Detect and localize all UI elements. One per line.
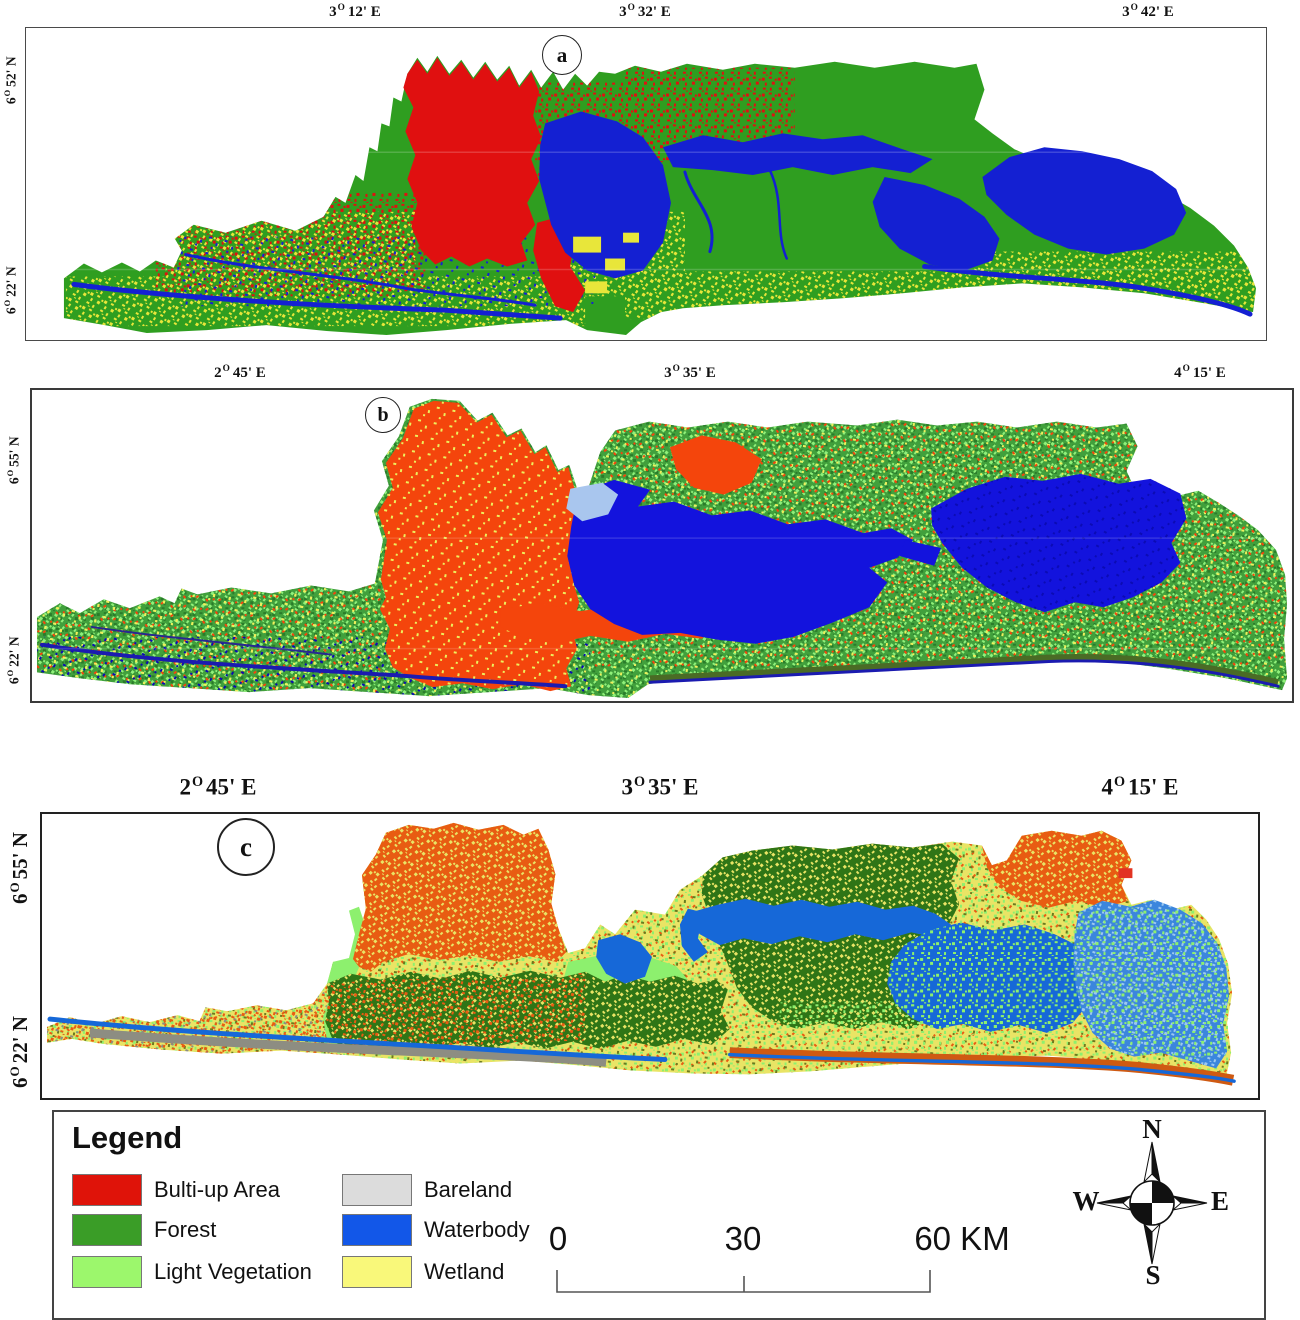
lat-label: 6O22' N bbox=[2, 266, 19, 315]
legend: Legend Bulti-up Area Forest Light Vegeta… bbox=[52, 1110, 1266, 1320]
map-panel-a: a bbox=[25, 27, 1267, 341]
lon-label: 3O 35' E bbox=[621, 774, 699, 800]
lon-label: 4O 15' E bbox=[1101, 774, 1179, 800]
legend-swatch-builtup bbox=[72, 1174, 142, 1206]
compass-rose-icon bbox=[1096, 1141, 1208, 1265]
lat-label: 6O55' N bbox=[5, 436, 22, 485]
legend-label: Waterbody bbox=[424, 1217, 530, 1242]
compass-south-label: S bbox=[1145, 1260, 1161, 1290]
legend-label: Bulti-up Area bbox=[154, 1177, 280, 1202]
scalebar bbox=[556, 1270, 931, 1293]
legend-swatch-lightveg bbox=[72, 1256, 142, 1288]
lon-label: 2O 45' E bbox=[214, 364, 266, 381]
lat-label: 6O55' N bbox=[7, 832, 32, 904]
lon-label: 3O 35' E bbox=[664, 364, 716, 381]
compass-north-label: N bbox=[1142, 1114, 1162, 1144]
map-panel-c: c bbox=[40, 812, 1260, 1100]
classified-map-2002 bbox=[32, 398, 1292, 699]
legend-swatch-forest bbox=[72, 1214, 142, 1246]
legend-label: Bareland bbox=[424, 1177, 513, 1202]
lon-label: 3O 42' E bbox=[1122, 3, 1174, 20]
panel-letter-a: a bbox=[542, 35, 582, 75]
scalebar-label-mid: 30 bbox=[724, 1220, 762, 1257]
scalebar-label-start: 0 bbox=[548, 1220, 568, 1257]
panel-letter-c: c bbox=[217, 818, 275, 876]
legend-swatch-wetland bbox=[342, 1256, 412, 1288]
legend-label: Light Vegetation bbox=[154, 1259, 312, 1284]
compass-east-label: E bbox=[1210, 1186, 1229, 1216]
lon-label: 2O 45' E bbox=[179, 774, 257, 800]
lon-label: 4O 15' E bbox=[1174, 364, 1226, 381]
legend-swatch-waterbody bbox=[342, 1214, 412, 1246]
scalebar-label-end: 60 KM bbox=[914, 1220, 1010, 1257]
legend-label: Forest bbox=[154, 1217, 217, 1242]
legend-label: Wetland bbox=[424, 1259, 505, 1284]
compass-west-label: W bbox=[1072, 1186, 1100, 1216]
classified-map-1984 bbox=[26, 55, 1266, 336]
map-panel-b: b bbox=[30, 388, 1294, 703]
panel-letter-b: b bbox=[365, 397, 401, 433]
legend-swatch-bareland bbox=[342, 1174, 412, 1206]
lon-label: 3O 32' E bbox=[619, 3, 671, 20]
lat-label: 6O22' N bbox=[7, 1016, 32, 1088]
lat-label: 6O52' N bbox=[2, 56, 19, 105]
lat-label: 6O22' N bbox=[5, 636, 22, 685]
legend-title: Legend bbox=[72, 1120, 183, 1155]
lon-label: 3O 12' E bbox=[329, 3, 381, 20]
